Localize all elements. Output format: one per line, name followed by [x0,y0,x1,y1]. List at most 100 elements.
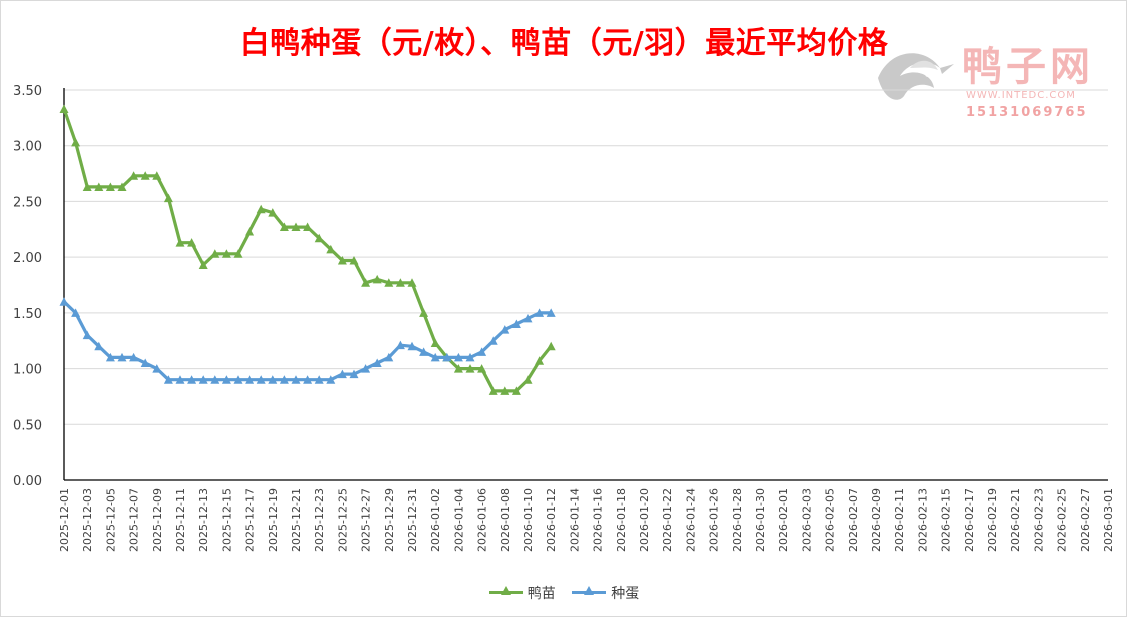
data-point [210,375,220,384]
data-point [430,352,440,362]
data-point [221,375,231,384]
data-point [268,375,278,384]
chart-title: 白鸭种蛋（元/枚）、鸭苗（元/羽）最近平均价格 [239,26,889,61]
data-point [221,249,231,258]
data-point [395,278,405,287]
data-point [546,341,556,351]
x-tick-label: 2026-01-18 [615,488,628,552]
data-point [303,375,313,384]
data-point [71,137,81,147]
data-point [105,182,115,191]
x-tick-label: 2025-12-19 [267,488,280,552]
data-point [117,352,127,362]
legend-item-egg[interactable]: 种蛋 [572,583,639,603]
legend: 鸭苗 种蛋 [0,582,1128,603]
data-point [500,386,510,395]
watermark-logo: 鸭子网 WWW.INTEDC.COM 15131069765 [878,43,1094,120]
data-point [419,308,429,317]
x-tick-label: 2026-01-22 [661,488,674,552]
watermark-name: 鸭子网 [962,43,1094,90]
data-point [314,233,324,243]
data-point [372,358,382,367]
data-point [407,278,417,287]
y-tick-label: 1.50 [13,307,42,322]
data-point [82,182,92,191]
data-point [535,308,545,317]
legend-label-egg: 种蛋 [611,585,640,602]
data-point [500,325,510,334]
y-tick-label: 0.00 [13,474,42,489]
x-tick-label: 2025-12-25 [336,488,349,552]
legend-swatch-egg [572,586,607,595]
x-tick-label: 2026-01-04 [452,488,465,552]
x-tick-label: 2026-03-01 [1102,488,1115,552]
x-tick-label: 2026-02-09 [870,488,883,552]
data-point [256,375,266,384]
data-point [395,340,405,350]
x-tick-label: 2025-12-15 [220,488,233,552]
data-point [279,222,289,232]
data-point [129,352,139,362]
legend-swatch-duckling [488,586,523,595]
y-tick-label: 3.00 [13,140,42,155]
y-tick-label: 1.00 [13,363,42,378]
data-point [233,375,243,384]
x-tick-label: 2026-01-30 [754,488,767,552]
watermark-phone: 15131069765 [966,105,1088,120]
data-point [187,375,197,384]
x-tick-label: 2025-12-03 [81,488,94,552]
duck-logo-icon [878,53,954,100]
data-point [82,330,92,340]
x-tick-label: 2026-01-20 [638,488,651,552]
data-point [384,278,394,287]
data-point [163,375,173,384]
data-point [245,227,255,236]
data-point [71,308,81,317]
data-point [279,375,289,384]
x-tick-label: 2026-02-11 [893,488,906,552]
data-point [152,364,162,373]
grid-lines [64,89,1108,425]
data-point [175,238,185,247]
data-point [477,347,487,356]
x-tick-label: 2025-12-07 [128,488,141,552]
data-point [523,313,533,323]
data-point [105,352,115,362]
x-tick-label: 2025-12-17 [244,488,257,552]
data-point [442,352,452,362]
x-tick-label: 2026-01-28 [731,488,744,552]
data-point [129,171,139,180]
data-point [546,308,556,317]
data-point [256,204,266,214]
data-point [465,364,475,373]
data-point [117,182,127,191]
data-point [488,386,498,395]
legend-item-duckling[interactable]: 鸭苗 [488,583,556,603]
data-point [337,255,347,265]
data-point [349,369,359,379]
x-tick-label: 2026-01-16 [592,488,605,552]
y-tick-label: 2.50 [13,195,42,210]
data-point [233,249,243,258]
data-point [453,364,463,373]
x-tick-label: 2026-02-23 [1032,488,1045,552]
data-point [187,238,197,247]
x-tick-label: 2026-02-05 [824,488,837,552]
data-point [303,222,313,232]
data-point [198,375,208,384]
data-point [361,364,371,373]
x-tick-label: 2025-12-29 [383,488,396,552]
data-point [175,375,185,384]
data-point [349,255,359,265]
data-point [511,319,521,328]
data-point [337,369,347,379]
x-axis: 2025-12-01 2025-12-03 2025-12-05 2025-12-07… [58,479,1115,552]
x-tick-label: 2026-02-21 [1009,488,1022,552]
watermark-url: WWW.INTEDC.COM [966,90,1076,101]
data-point [535,356,545,365]
y-tick-label: 2.00 [13,251,42,266]
data-point [523,375,533,384]
x-tick-label: 2025-12-13 [197,488,210,552]
series-0 [59,104,556,395]
data-point [488,336,498,345]
